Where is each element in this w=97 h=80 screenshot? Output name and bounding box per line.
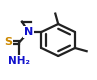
Text: S: S [4, 37, 12, 47]
Text: N: N [24, 27, 33, 37]
Text: NH₂: NH₂ [8, 56, 30, 66]
